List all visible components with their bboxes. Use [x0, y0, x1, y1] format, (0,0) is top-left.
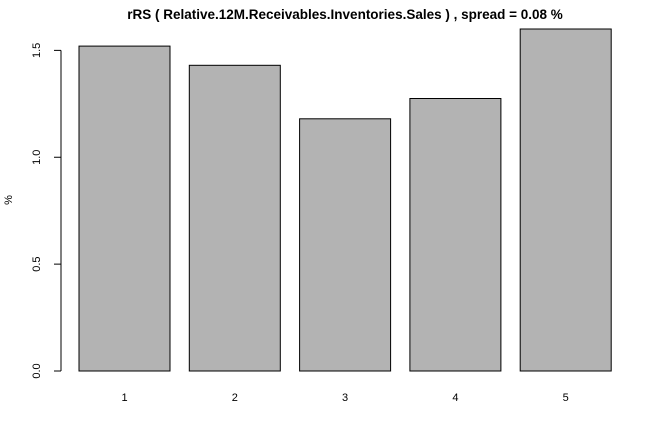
bar-4: [409, 98, 502, 372]
bar-2: [188, 64, 281, 372]
bar-5: [519, 28, 612, 372]
bars-group: [78, 28, 612, 372]
x-tick-label: 1: [121, 392, 127, 404]
bar-3: [299, 118, 392, 372]
y-axis: 0.0 0.5 1.0 1.5: [31, 43, 62, 379]
y-tick-label: 0.5: [31, 256, 43, 271]
chart-title: rRS ( Relative.12M.Receivables.Inventori…: [127, 7, 563, 22]
bar-1: [78, 45, 171, 372]
x-tick-label: 5: [563, 392, 569, 404]
x-axis-tick-labels: 1 2 3 4 5: [121, 392, 568, 404]
y-tick-label: 1.0: [31, 150, 43, 165]
y-tick-label: 1.5: [31, 43, 43, 58]
y-tick-label: 0.0: [31, 363, 43, 378]
y-axis-label: %: [3, 195, 15, 205]
x-tick-label: 2: [232, 392, 238, 404]
x-tick-label: 3: [342, 392, 348, 404]
x-tick-label: 4: [452, 392, 458, 404]
